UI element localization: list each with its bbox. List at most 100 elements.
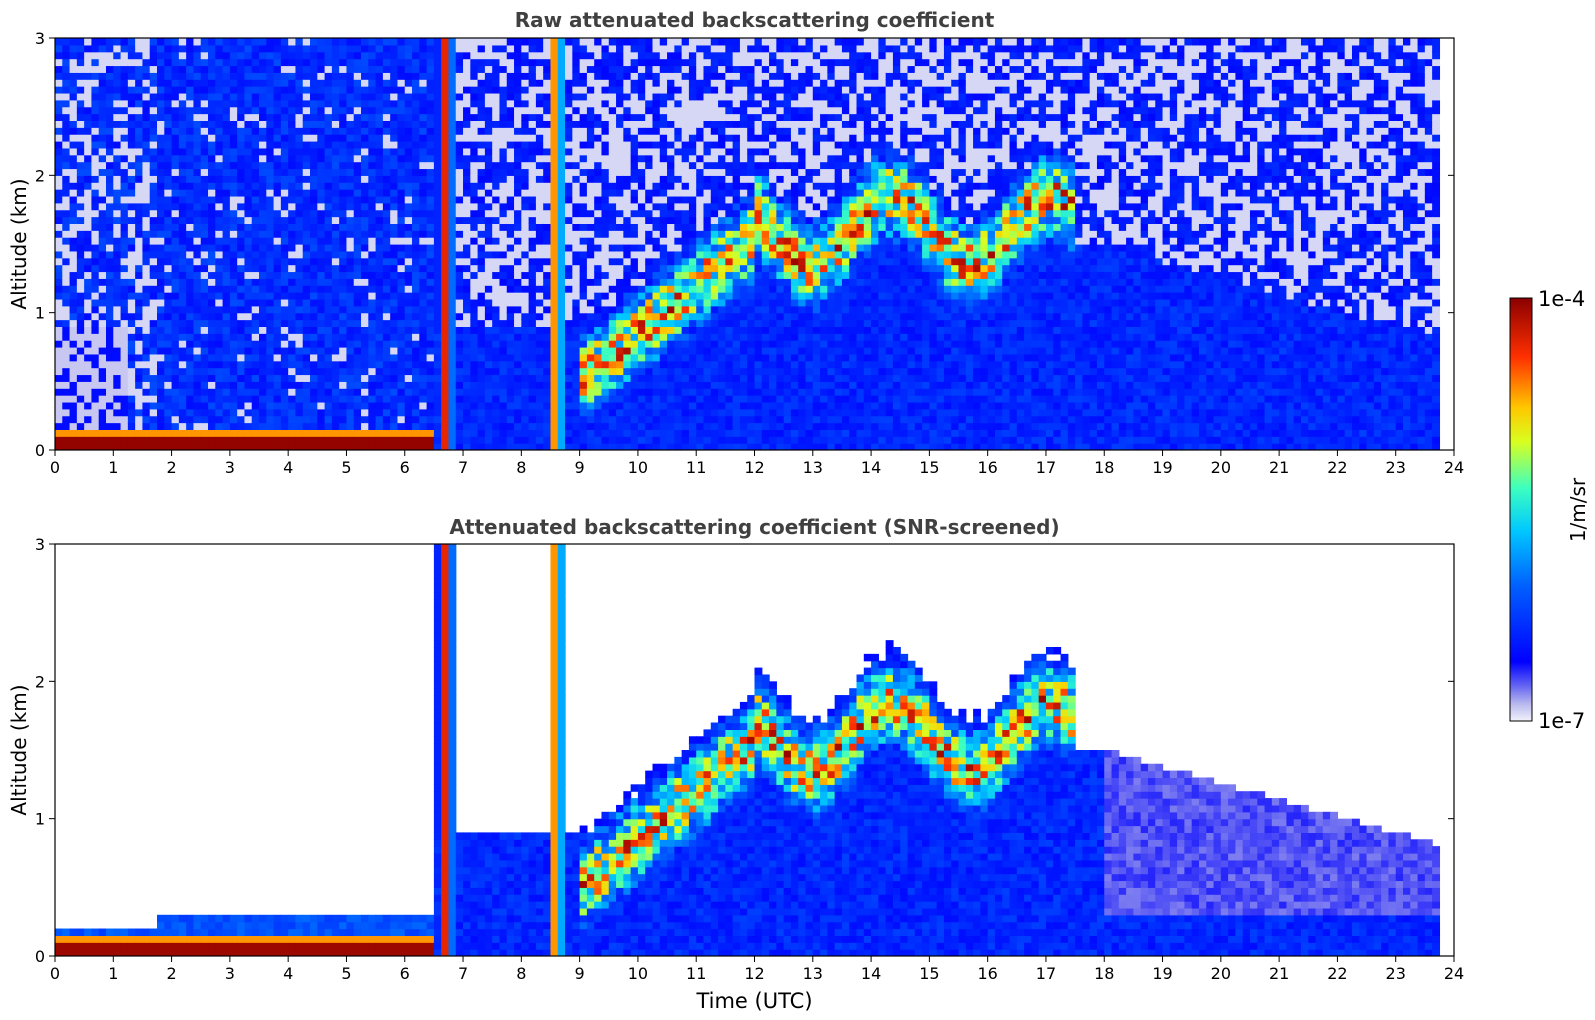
panel-raw-cell: [259, 415, 267, 424]
panel-raw-cell: [455, 312, 464, 321]
panel-raw-cell: [382, 401, 391, 410]
panel-raw-cell: [84, 58, 93, 67]
panel-raw-cell: [419, 326, 428, 334]
panel-raw-cell: [623, 92, 632, 101]
panel-raw-cell: [441, 106, 450, 115]
panel-raw-cell: [404, 79, 413, 87]
panel-raw-cell: [120, 209, 129, 218]
panel-raw-cell: [339, 202, 348, 211]
panel-raw-cell: [135, 312, 144, 321]
panel-raw-cell: [98, 347, 107, 355]
panel-raw-cell: [543, 292, 552, 300]
panel-raw-cell: [229, 401, 238, 410]
panel-raw-cell: [142, 65, 151, 73]
panel-raw-cell: [317, 209, 326, 218]
panel-raw-cell: [521, 422, 530, 430]
panel-raw-cell: [84, 99, 93, 108]
panel-raw-cell: [404, 436, 413, 444]
panel-raw-cell: [521, 408, 530, 417]
panel-raw-cell: [69, 326, 78, 334]
panel-raw-cell: [463, 333, 471, 341]
panel-raw-cell: [630, 333, 639, 341]
panel-raw-cell: [317, 79, 326, 87]
panel-raw-cell: [69, 422, 78, 430]
panel-raw-cell: [361, 168, 369, 176]
panel-raw-cell: [361, 319, 369, 327]
panel-raw-cell: [280, 319, 289, 327]
panel-raw-cell: [397, 99, 406, 108]
panel-raw-cell: [652, 113, 661, 121]
panel-raw-cell: [76, 216, 85, 224]
panel-raw-cell: [120, 326, 129, 334]
panel-raw-cell: [397, 72, 406, 80]
panel-raw-cell: [331, 161, 340, 170]
panel-raw-cell: [310, 92, 318, 101]
panel-raw-cell: [91, 257, 100, 266]
panel-raw-cell: [608, 333, 617, 341]
panel-raw-cell: [120, 113, 129, 121]
panel-raw-cell: [441, 147, 450, 156]
panel-raw-cell: [84, 65, 93, 73]
panel-raw-cell: [200, 312, 209, 321]
panel-raw-cell: [200, 51, 209, 60]
panel-raw-cell: [120, 223, 129, 231]
panel-raw-cell: [463, 182, 471, 190]
panel-raw-cell: [586, 161, 595, 170]
panel-raw-cell: [506, 182, 515, 190]
panel-raw-cell: [251, 285, 260, 293]
panel-raw-cell: [492, 250, 501, 259]
panel-raw-cell: [484, 244, 493, 252]
panel-raw-cell: [208, 292, 216, 300]
panel-raw-cell: [339, 175, 348, 183]
panel-raw-cell: [157, 202, 165, 211]
panel-raw-cell: [91, 113, 100, 121]
panel-raw-cell: [76, 305, 85, 314]
panel-raw-cell: [608, 237, 617, 245]
panel-raw-cell: [484, 92, 493, 101]
panel-raw-cell: [630, 257, 639, 266]
panel-raw-cell: [543, 388, 552, 396]
panel-raw-cell: [375, 257, 384, 266]
panel-raw-cell: [353, 408, 362, 417]
panel-raw-cell: [361, 195, 369, 204]
panel-raw-cell: [426, 182, 435, 190]
panel-raw-cell: [382, 333, 391, 341]
panel-raw-cell: [113, 401, 122, 410]
panel-raw-cell: [557, 395, 566, 403]
panel-raw-cell: [659, 401, 668, 410]
panel-raw-cell: [375, 360, 384, 369]
panel-raw-cell: [229, 79, 238, 87]
panel-raw-cell: [215, 401, 224, 410]
panel-raw-cell: [142, 86, 151, 94]
panel-raw-cell: [433, 292, 442, 300]
panel-raw-cell: [310, 44, 318, 53]
panel-raw-cell: [98, 134, 107, 142]
panel-raw-cell: [251, 113, 260, 121]
panel-raw-cell: [521, 175, 530, 183]
panel-raw-cell: [69, 244, 78, 252]
panel-raw-cell: [295, 182, 304, 190]
panel-raw-cell: [492, 340, 501, 348]
panel-raw-cell: [419, 408, 428, 417]
panel-raw-cell: [339, 443, 348, 450]
panel-raw-cell: [91, 312, 100, 321]
panel-raw-cell: [135, 216, 144, 224]
panel-raw-cell: [463, 381, 471, 389]
panel-raw-cell: [652, 292, 661, 300]
panel-raw-cell: [506, 65, 515, 73]
panel-raw-cell: [484, 319, 493, 327]
panel-raw-cell: [157, 395, 165, 403]
panel-raw-cell: [317, 422, 326, 430]
panel-raw-cell: [113, 250, 122, 259]
panel-raw-cell: [368, 395, 377, 403]
panel-raw-cell: [492, 72, 501, 80]
panel-raw-cell: [69, 106, 78, 115]
panel-raw-cell: [404, 319, 413, 327]
panel-raw-cell: [149, 340, 158, 348]
panel-raw-cell: [164, 106, 173, 115]
panel-raw-cell: [375, 415, 384, 424]
panel-raw-cell: [404, 237, 413, 245]
panel-raw-cell: [237, 72, 246, 80]
panel-raw-cell: [120, 264, 129, 273]
panel-raw-cell: [84, 86, 93, 94]
